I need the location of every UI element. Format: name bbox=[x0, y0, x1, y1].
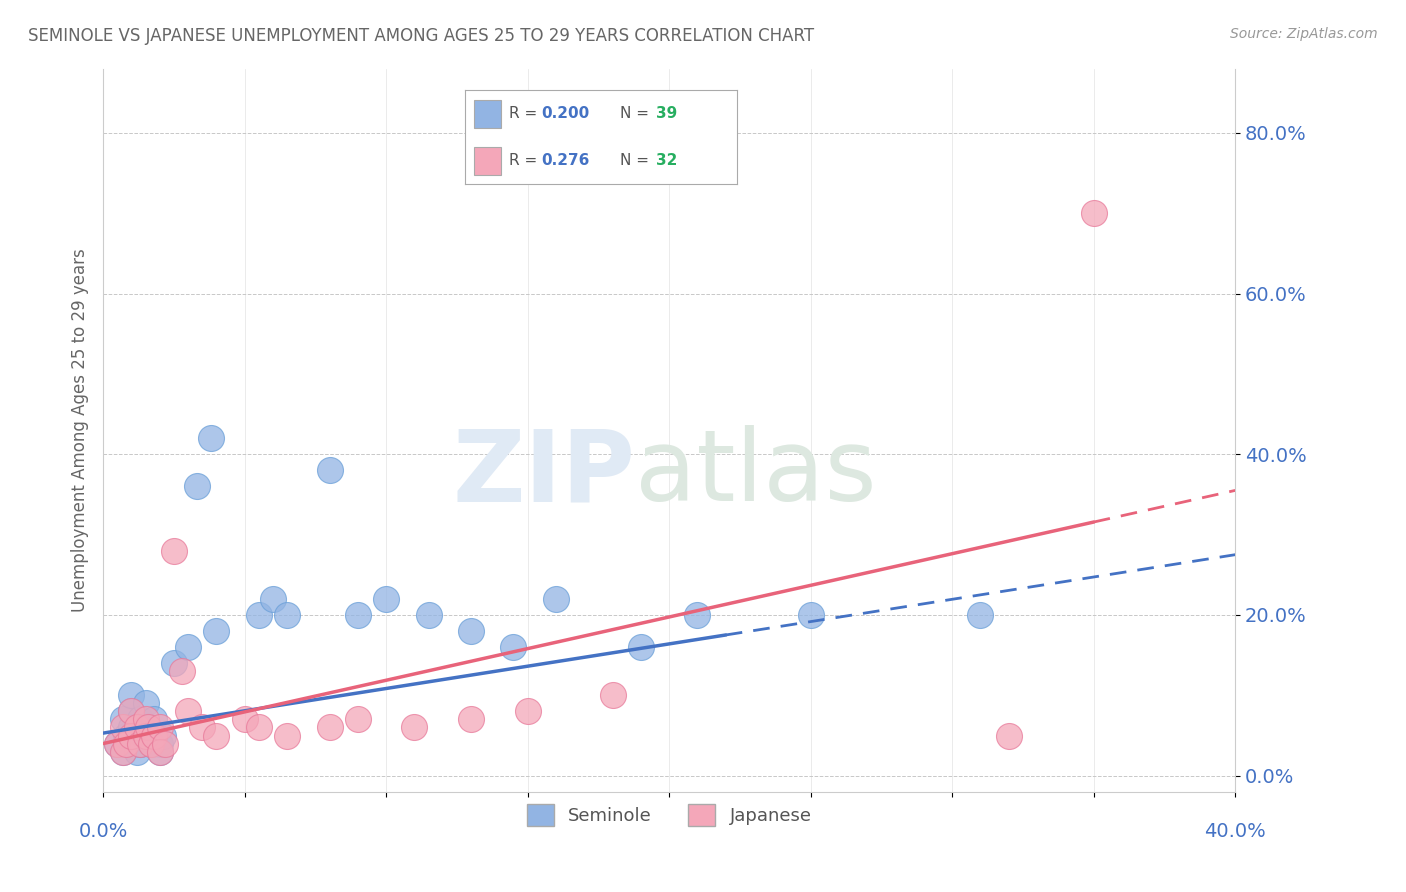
Legend: Seminole, Japanese: Seminole, Japanese bbox=[519, 797, 818, 833]
Point bbox=[375, 591, 398, 606]
Text: 40.0%: 40.0% bbox=[1205, 822, 1265, 841]
Text: Source: ZipAtlas.com: Source: ZipAtlas.com bbox=[1230, 27, 1378, 41]
Point bbox=[544, 591, 567, 606]
Point bbox=[200, 431, 222, 445]
Text: 0.0%: 0.0% bbox=[79, 822, 128, 841]
Point bbox=[138, 721, 160, 735]
Point bbox=[135, 721, 157, 735]
Point bbox=[127, 729, 149, 743]
Point bbox=[135, 729, 157, 743]
Point bbox=[276, 729, 298, 743]
Point bbox=[105, 737, 128, 751]
Text: atlas: atlas bbox=[636, 425, 877, 522]
Point bbox=[149, 745, 172, 759]
Point bbox=[205, 624, 228, 638]
Point bbox=[318, 463, 340, 477]
Point bbox=[177, 640, 200, 654]
Point bbox=[205, 729, 228, 743]
Point bbox=[602, 689, 624, 703]
Point bbox=[502, 640, 524, 654]
Point bbox=[141, 737, 163, 751]
Point bbox=[172, 664, 194, 678]
Point bbox=[318, 721, 340, 735]
Point bbox=[418, 607, 440, 622]
Point bbox=[111, 745, 134, 759]
Point bbox=[191, 721, 214, 735]
Point bbox=[143, 729, 166, 743]
Point bbox=[114, 737, 136, 751]
Point bbox=[135, 713, 157, 727]
Point bbox=[127, 721, 149, 735]
Point bbox=[149, 745, 172, 759]
Point bbox=[149, 721, 172, 735]
Point bbox=[969, 607, 991, 622]
Point bbox=[111, 745, 134, 759]
Point bbox=[114, 729, 136, 743]
Point bbox=[1083, 206, 1105, 220]
Point bbox=[120, 729, 142, 743]
Point bbox=[516, 705, 538, 719]
Point bbox=[800, 607, 823, 622]
Point bbox=[247, 721, 270, 735]
Point bbox=[347, 607, 370, 622]
Point bbox=[127, 745, 149, 759]
Point bbox=[247, 607, 270, 622]
Point bbox=[135, 697, 157, 711]
Point bbox=[347, 713, 370, 727]
Point bbox=[163, 656, 186, 670]
Point bbox=[120, 705, 142, 719]
Point bbox=[105, 737, 128, 751]
Point bbox=[163, 543, 186, 558]
Text: ZIP: ZIP bbox=[453, 425, 636, 522]
Point bbox=[233, 713, 256, 727]
Point bbox=[177, 705, 200, 719]
Point bbox=[143, 713, 166, 727]
Point bbox=[141, 737, 163, 751]
Point bbox=[149, 737, 172, 751]
Point bbox=[120, 705, 142, 719]
Point bbox=[460, 713, 482, 727]
Point bbox=[129, 713, 152, 727]
Point bbox=[152, 729, 174, 743]
Y-axis label: Unemployment Among Ages 25 to 29 years: Unemployment Among Ages 25 to 29 years bbox=[72, 248, 89, 612]
Point bbox=[129, 737, 152, 751]
Point bbox=[186, 479, 208, 493]
Point bbox=[120, 689, 142, 703]
Point bbox=[111, 713, 134, 727]
Point bbox=[630, 640, 652, 654]
Point bbox=[404, 721, 426, 735]
Point bbox=[997, 729, 1019, 743]
Point bbox=[262, 591, 284, 606]
Point bbox=[143, 729, 166, 743]
Point bbox=[686, 607, 709, 622]
Point bbox=[460, 624, 482, 638]
Point bbox=[276, 607, 298, 622]
Point bbox=[129, 737, 152, 751]
Point bbox=[138, 729, 160, 743]
Text: SEMINOLE VS JAPANESE UNEMPLOYMENT AMONG AGES 25 TO 29 YEARS CORRELATION CHART: SEMINOLE VS JAPANESE UNEMPLOYMENT AMONG … bbox=[28, 27, 814, 45]
Point bbox=[120, 721, 142, 735]
Point bbox=[111, 721, 134, 735]
Point bbox=[155, 737, 177, 751]
